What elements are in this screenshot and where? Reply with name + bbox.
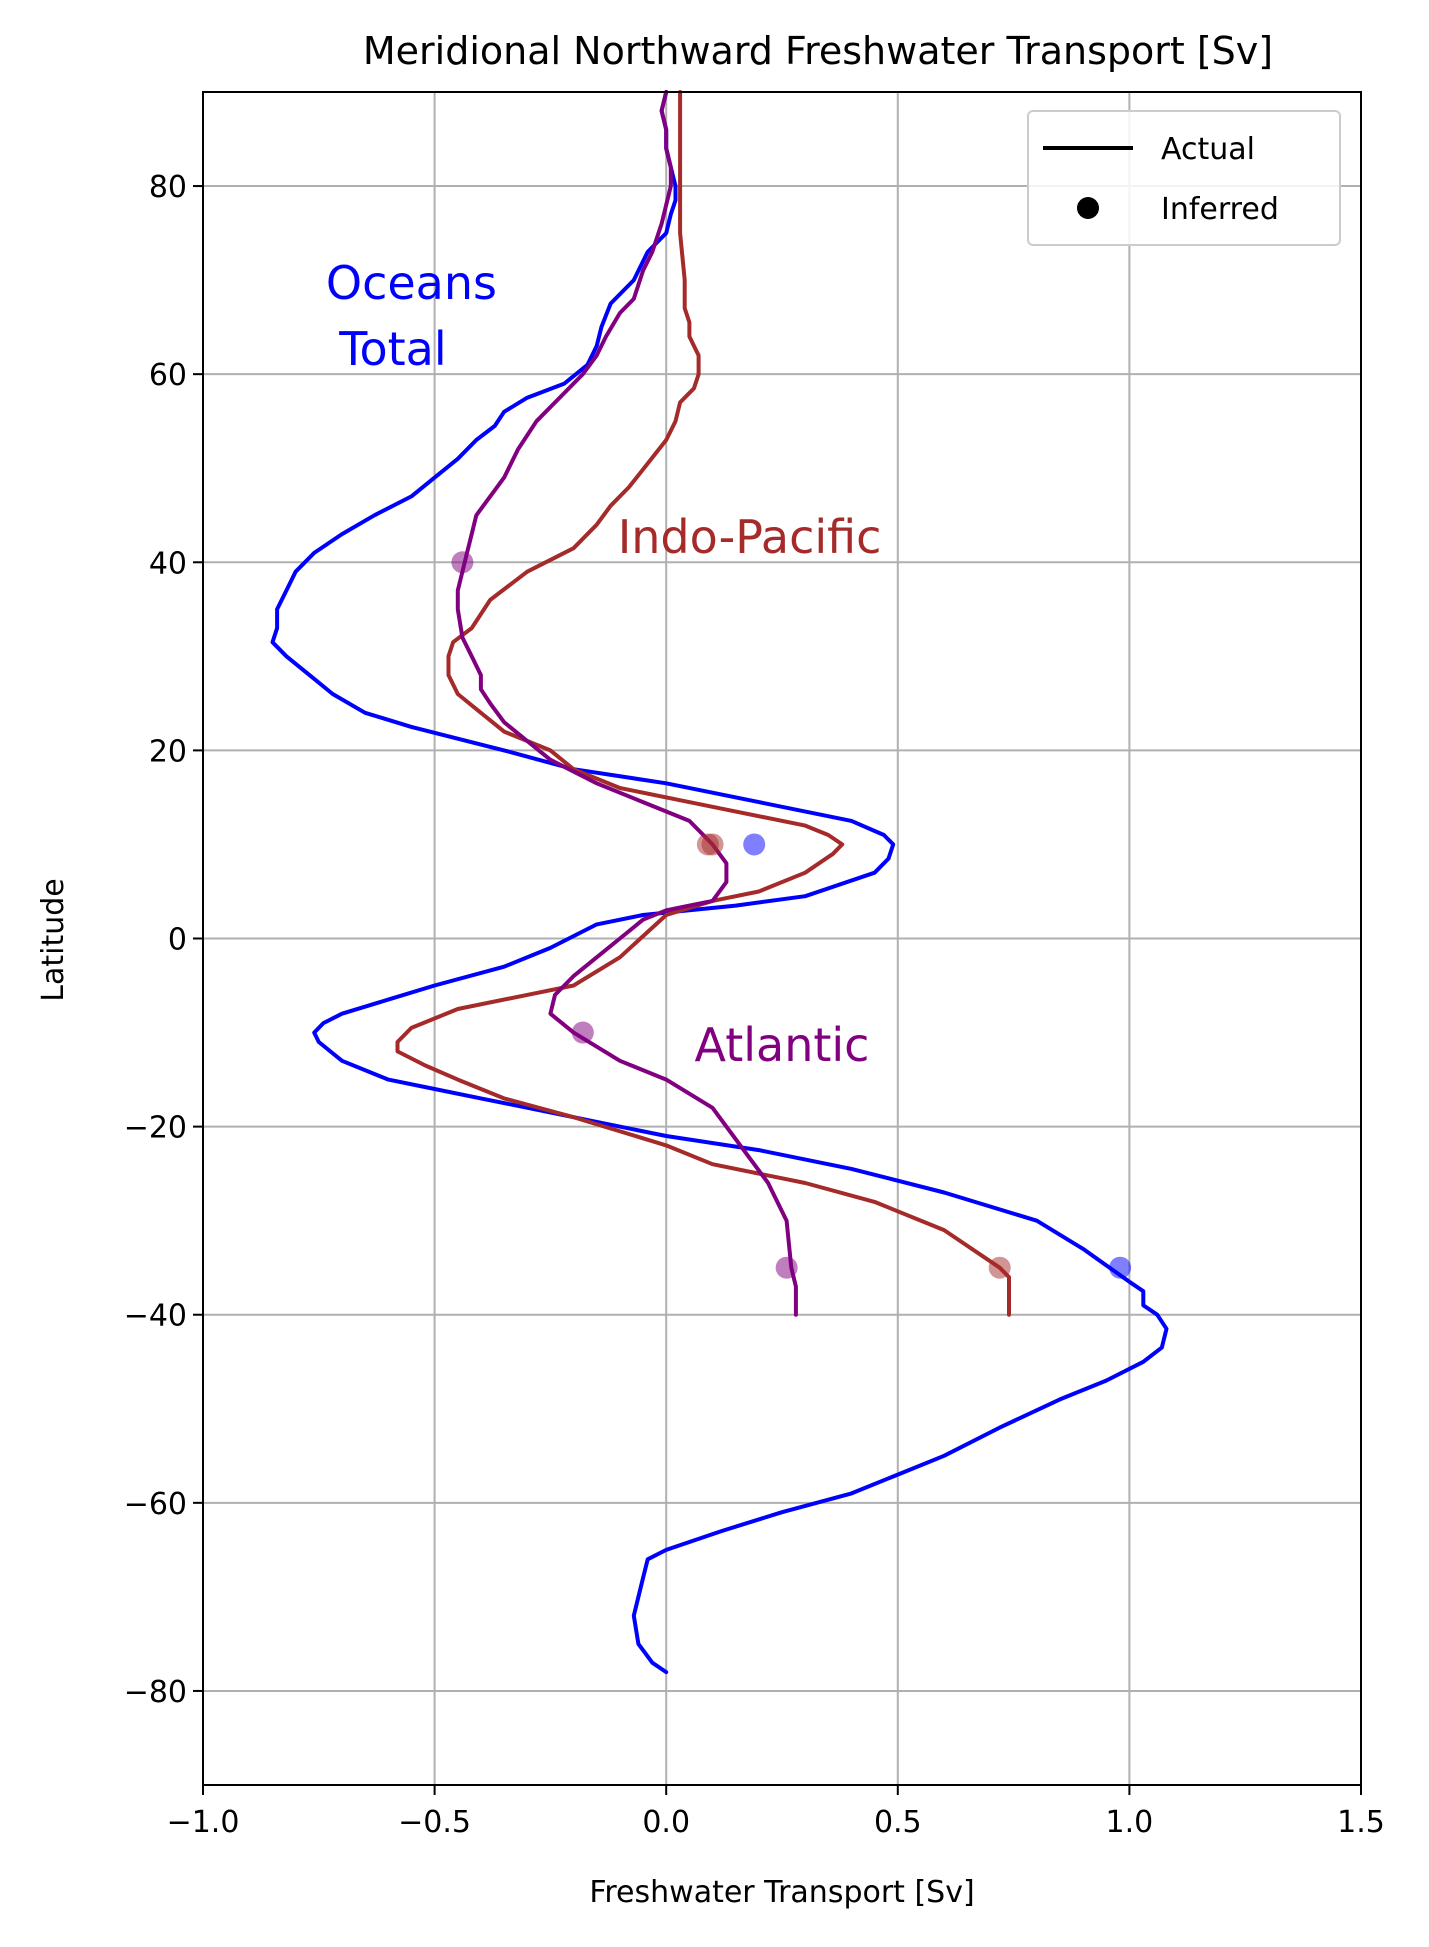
legend-label: Actual xyxy=(1161,132,1255,167)
legend-label: Inferred xyxy=(1161,192,1279,227)
inferred-point xyxy=(451,551,474,574)
y-tick-label: 40 xyxy=(149,546,187,581)
y-axis-ticks: −80 −60 −40 −20 0 20 40 60 80 xyxy=(124,170,203,1710)
series-line-1 xyxy=(395,90,1011,1317)
x-axis-label: Freshwater Transport [Sv] xyxy=(589,1875,974,1910)
legend-dot-swatch xyxy=(1077,197,1099,219)
y-tick-label: 80 xyxy=(149,170,187,205)
inferred-point xyxy=(571,1021,594,1044)
y-axis-label: Latitude xyxy=(36,878,71,1001)
x-tick-label: −1.0 xyxy=(167,1805,240,1840)
inferred-point xyxy=(988,1256,1011,1279)
inferred-point xyxy=(701,833,724,856)
inferred-point xyxy=(775,1256,798,1279)
legend-box xyxy=(1027,110,1341,246)
y-tick-label: −60 xyxy=(124,1487,187,1522)
x-tick-label: 0.5 xyxy=(874,1805,922,1840)
annotations-layer: Oceans Total Indo-Pacific Atlantic xyxy=(326,256,882,1072)
annotation-label: Oceans xyxy=(326,256,497,310)
annotation-label: Atlantic xyxy=(695,1018,870,1072)
y-tick-label: −40 xyxy=(124,1299,187,1334)
x-tick-label: 1.5 xyxy=(1337,1805,1385,1840)
inferred-point xyxy=(743,833,766,856)
x-tick-label: 1.0 xyxy=(1106,1805,1154,1840)
annotation-label: Indo-Pacific xyxy=(618,510,882,564)
x-tick-label: 0.0 xyxy=(642,1805,690,1840)
series-line-0 xyxy=(270,90,1169,1675)
x-tick-label: −0.5 xyxy=(398,1805,471,1840)
y-tick-label: −80 xyxy=(124,1675,187,1710)
y-tick-label: 0 xyxy=(168,923,187,958)
inferred-points-layer xyxy=(451,551,1132,1279)
annotation-label: Total xyxy=(338,322,446,376)
y-tick-label: 60 xyxy=(149,358,187,393)
legend: Actual Inferred xyxy=(1027,110,1341,246)
inferred-point xyxy=(1109,1256,1132,1279)
series-line-2 xyxy=(455,90,798,1317)
chart-title: Meridional Northward Freshwater Transpor… xyxy=(363,29,1273,73)
x-axis-ticks: −1.0 −0.5 0.0 0.5 1.0 1.5 xyxy=(167,1785,1385,1840)
y-tick-label: 20 xyxy=(149,734,187,769)
y-tick-label: −20 xyxy=(124,1111,187,1146)
series-layer xyxy=(270,90,1169,1675)
